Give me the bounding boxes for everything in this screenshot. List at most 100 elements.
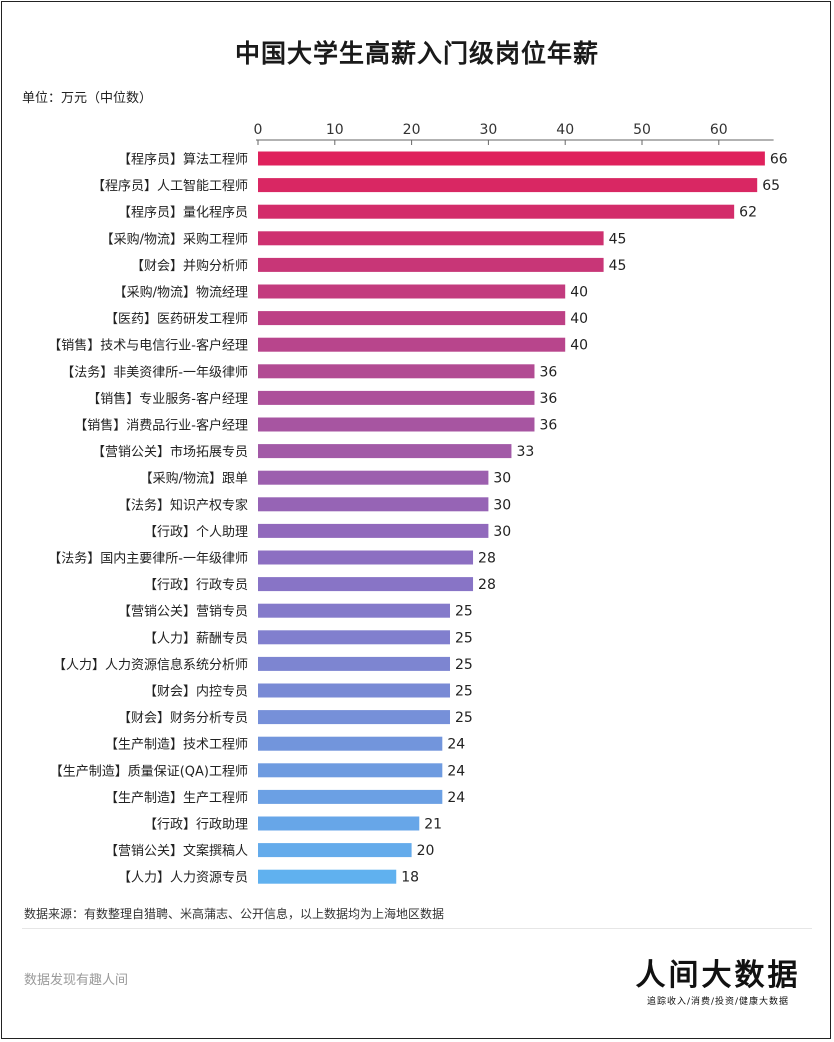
- category-label: 【程序员】算法工程师: [118, 153, 248, 168]
- value-label: 30: [493, 497, 511, 513]
- category-label: 【人力】人力资源专员: [118, 871, 248, 886]
- tagline: 数据发现有趣人间: [24, 973, 129, 988]
- value-label: 62: [739, 205, 757, 221]
- x-tick-label: 40: [556, 122, 574, 138]
- bar: [258, 311, 566, 326]
- category-label: 【生产制造】生产工程师: [105, 791, 248, 806]
- unit-label: 单位：万元（中位数）: [22, 91, 153, 106]
- value-label: 65: [762, 178, 780, 194]
- bar: [258, 497, 489, 512]
- category-label: 【销售】专业服务-客户经理: [87, 391, 248, 407]
- bar: [258, 816, 420, 831]
- category-label: 【程序员】人工智能工程师: [92, 179, 248, 194]
- bar: [258, 630, 450, 645]
- category-label: 【程序员】量化程序员: [118, 206, 248, 221]
- bar: [258, 550, 474, 565]
- category-label: 【财会】财务分析专员: [118, 710, 248, 726]
- category-label: 【人力】薪酬专员: [144, 631, 248, 646]
- value-label: 66: [770, 152, 788, 168]
- category-label: 【采购/物流】跟单: [140, 471, 248, 487]
- value-label: 36: [539, 391, 557, 407]
- category-label: 【采购/物流】采购工程师: [101, 231, 248, 247]
- category-label: 【行政】个人助理: [144, 525, 248, 540]
- bars: 【程序员】算法工程师 66 【程序员】人工智能工程师 65 【程序员】量化程序员 62 【采…: [48, 151, 788, 886]
- bar: [258, 257, 604, 272]
- bar: [258, 364, 535, 379]
- value-label: 18: [401, 870, 419, 886]
- bar: [258, 204, 735, 219]
- category-label: 【医药】医药研发工程师: [105, 311, 248, 327]
- category-label: 【人力】人力资源信息系统分析师: [53, 657, 248, 673]
- value-label: 28: [478, 551, 496, 567]
- category-label: 【销售】消费品行业-客户经理: [74, 418, 248, 434]
- bar-chart: 0 10 20 30 40 50 60 【程序员】算法工程师 66 【程序员】人工智能工程师 65…: [48, 122, 788, 886]
- value-label: 25: [455, 630, 473, 646]
- value-label: 25: [455, 657, 473, 673]
- bar: [258, 523, 489, 538]
- value-label: 25: [455, 684, 473, 700]
- value-label: 20: [417, 843, 435, 859]
- x-axis: 0 10 20 30 40 50 60: [254, 122, 774, 145]
- value-label: 40: [570, 285, 588, 301]
- value-label: 25: [455, 604, 473, 620]
- bar: [258, 390, 535, 405]
- x-tick-label: 0: [254, 122, 263, 138]
- bar: [258, 417, 535, 432]
- category-label: 【营销公关】文案撰稿人: [105, 843, 248, 859]
- value-label: 24: [447, 790, 465, 806]
- value-label: 36: [539, 364, 557, 380]
- bar: [258, 736, 443, 751]
- data-source-note: 数据来源：有数整理自猎聘、米高蒲志、公开信息，以上数据均为上海地区数据: [24, 907, 445, 921]
- x-tick-label: 20: [403, 122, 421, 138]
- bar: [258, 284, 566, 299]
- value-label: 45: [609, 231, 627, 247]
- x-tick-label: 10: [326, 122, 344, 138]
- x-tick-label: 50: [633, 122, 651, 138]
- bar: [258, 789, 443, 804]
- category-label: 【财会】内控专员: [144, 684, 248, 700]
- value-label: 40: [570, 311, 588, 327]
- value-label: 24: [447, 763, 465, 779]
- bar: [258, 603, 450, 618]
- x-tick-label: 60: [710, 122, 728, 138]
- value-label: 45: [609, 258, 627, 274]
- bar: [258, 178, 758, 193]
- bar: [258, 337, 566, 352]
- bar: [258, 656, 450, 671]
- value-label: 21: [424, 817, 442, 833]
- category-label: 【销售】技术与电信行业-客户经理: [48, 338, 248, 354]
- category-label: 【法务】知识产权专家: [118, 497, 248, 513]
- value-label: 33: [516, 444, 534, 460]
- value-label: 36: [539, 418, 557, 434]
- bar: [258, 683, 450, 698]
- bar: [258, 843, 412, 858]
- category-label: 【采购/物流】物流经理: [114, 285, 248, 301]
- bar: [258, 869, 397, 884]
- bar: [258, 710, 450, 725]
- category-label: 【行政】行政专员: [144, 578, 248, 593]
- category-label: 【财会】并购分析师: [131, 258, 248, 274]
- category-label: 【营销公关】市场拓展专员: [92, 444, 248, 460]
- brand-subtitle: 追踪收入/消费/投资/健康大数据: [646, 997, 790, 1007]
- chart-title: 中国大学生高薪入门级岗位年薪: [234, 39, 599, 68]
- bar: [258, 151, 765, 166]
- bar: [258, 231, 604, 246]
- category-label: 【生产制造】技术工程师: [105, 738, 248, 753]
- value-label: 30: [493, 471, 511, 487]
- value-label: 28: [478, 577, 496, 593]
- bar: [258, 444, 512, 459]
- value-label: 24: [447, 737, 465, 753]
- bar: [258, 763, 443, 778]
- category-label: 【行政】行政助理: [144, 818, 248, 833]
- value-label: 25: [455, 710, 473, 726]
- value-label: 40: [570, 338, 588, 354]
- footer-divider: [22, 928, 812, 929]
- bar: [258, 577, 474, 592]
- value-label: 30: [493, 524, 511, 540]
- category-label: 【法务】国内主要律所-一年级律师: [48, 551, 248, 567]
- bar: [258, 470, 489, 485]
- category-label: 【营销公关】营销专员: [118, 605, 248, 620]
- category-label: 【法务】非美资律所-一年级律师: [61, 364, 248, 380]
- brand-logo: 人间大数据: [635, 958, 801, 993]
